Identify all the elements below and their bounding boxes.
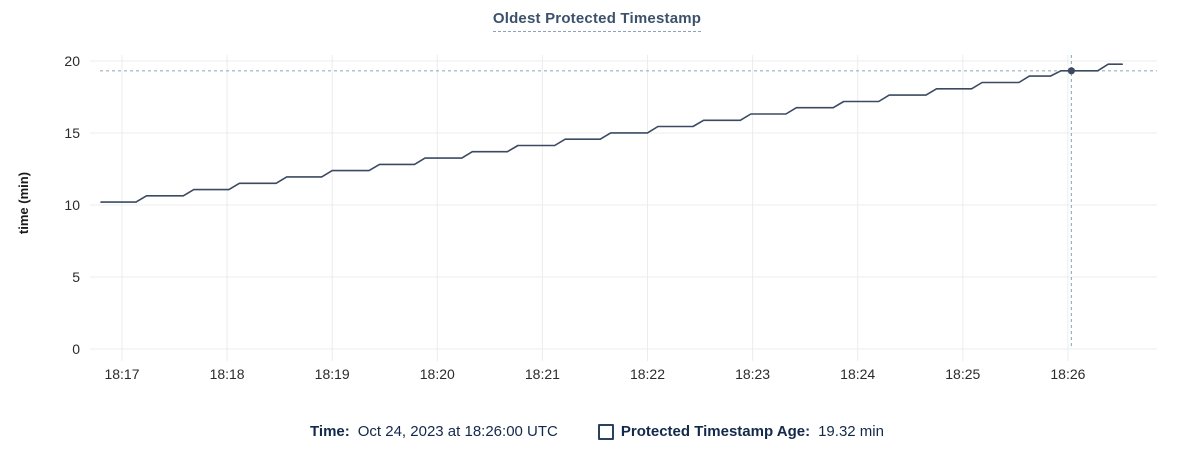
series-value: 19.32 min [818,423,884,440]
y-axis-title: time (min) [16,172,31,234]
svg-text:18:24: 18:24 [840,366,875,382]
chart-title[interactable]: Oldest Protected Timestamp [492,10,702,32]
svg-text:18:25: 18:25 [945,366,980,382]
svg-text:18:20: 18:20 [420,366,455,382]
hover-point-dot [1067,67,1076,75]
svg-text:18:26: 18:26 [1050,366,1085,382]
svg-text:18:23: 18:23 [735,366,770,382]
chart-title-row: Oldest Protected Timestamp [0,10,1194,32]
series-line [100,63,1123,203]
x-axis-labels: 18:17 18:18 18:19 18:20 18:21 18:22 18:23 18:24… [104,366,1085,382]
series-toggle-checkbox[interactable] [597,424,614,440]
svg-text:18:18: 18:18 [210,366,245,382]
series-label: Protected Timestamp Age: [620,423,811,440]
gridlines [90,55,1157,361]
svg-text:18:19: 18:19 [315,366,350,382]
time-value: Oct 24, 2023 at 18:26:00 UTC [357,423,558,440]
svg-text:0: 0 [72,341,80,357]
time-label: Time: [310,423,350,440]
svg-text:15: 15 [64,125,80,141]
svg-text:18:17: 18:17 [104,366,139,382]
svg-text:20: 20 [64,53,80,69]
y-axis-labels: 0 5 10 15 20 [64,53,80,357]
svg-text:18:22: 18:22 [630,366,665,382]
svg-text:5: 5 [72,269,80,285]
chart-tooltip-legend: Time: Oct 24, 2023 at 18:26:00 UTC Prote… [0,419,1194,445]
svg-text:10: 10 [64,197,80,213]
svg-text:18:21: 18:21 [525,366,560,382]
